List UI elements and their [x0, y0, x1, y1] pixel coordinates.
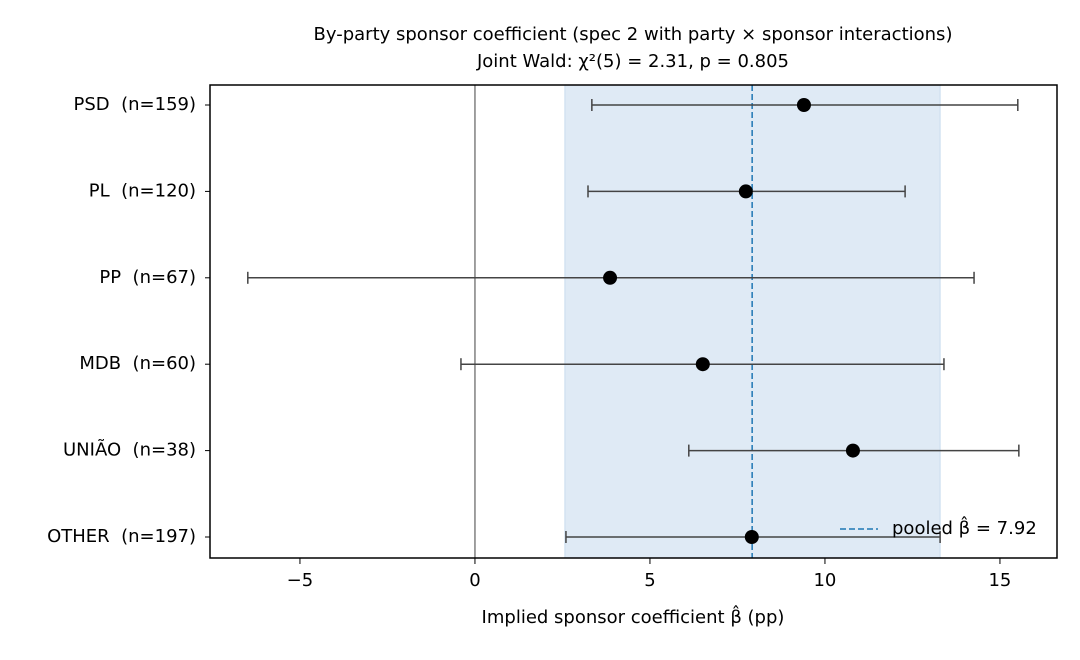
- x-axis-label: Implied sponsor coefficient β̂ (pp): [482, 605, 785, 628]
- point: [796, 98, 811, 112]
- plot-frame: [209, 84, 1058, 559]
- x-tick-label: 5: [644, 570, 655, 591]
- x-tick-label: 0: [469, 570, 480, 591]
- point: [738, 184, 753, 199]
- chart-subtitle: Joint Wald: χ²(5) = 2.31, p = 0.805: [476, 51, 789, 72]
- y-tick-label: PL (n=120): [89, 180, 196, 201]
- legend-label: pooled β̂ = 7.92: [892, 516, 1037, 539]
- point: [744, 530, 759, 544]
- x-tick-label: −5: [287, 570, 314, 591]
- y-tick-label: UNIÃO (n=38): [63, 439, 196, 461]
- y-tick-label: OTHER (n=197): [47, 526, 196, 547]
- point: [603, 270, 618, 285]
- point: [845, 443, 860, 458]
- point: [695, 357, 710, 372]
- y-tick-label: PSD (n=159): [74, 94, 196, 115]
- x-tick-label: 10: [813, 570, 836, 591]
- y-tick-label: MDB (n=60): [79, 353, 196, 374]
- y-tick-label: PP (n=67): [99, 267, 196, 288]
- chart-title: By-party sponsor coefficient (spec 2 wit…: [314, 24, 953, 45]
- x-tick-label: 15: [988, 570, 1011, 591]
